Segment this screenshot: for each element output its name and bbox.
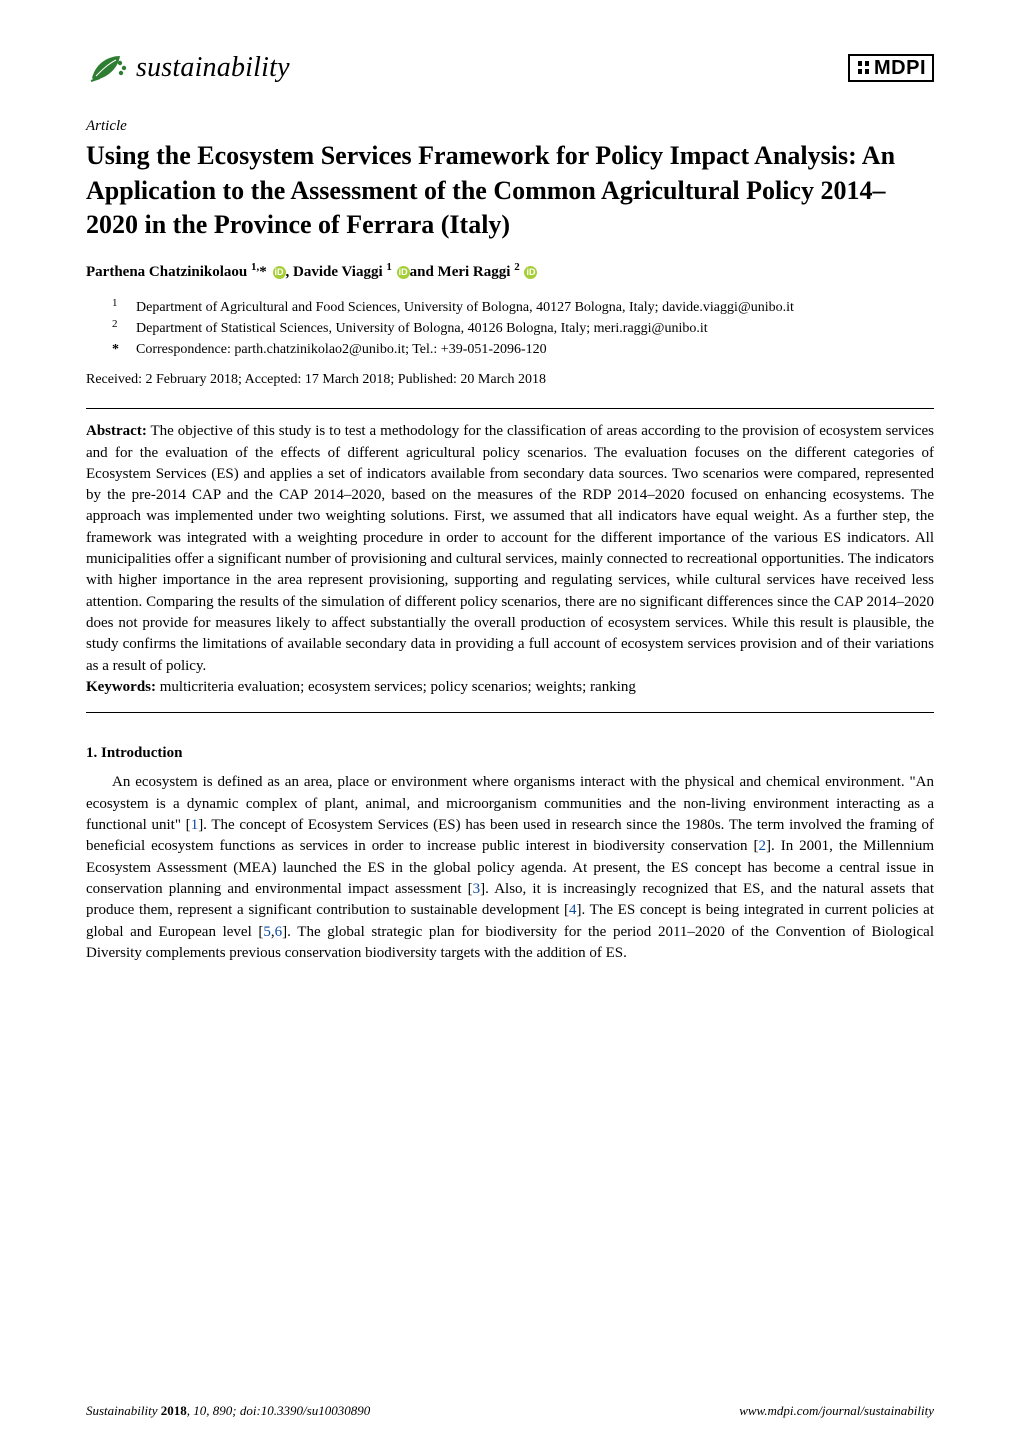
affiliation-row: 1 Department of Agricultural and Food Sc… (112, 298, 934, 318)
footer-left: Sustainability 2018, 10, 890; doi:10.339… (86, 1402, 370, 1420)
article-type: Article (86, 116, 934, 137)
publisher-name: MDPI (874, 58, 926, 78)
journal-logo: sustainability (86, 48, 290, 88)
footer-right: www.mdpi.com/journal/sustainability (739, 1402, 934, 1420)
abstract-box: Abstract: The objective of this study is… (86, 408, 934, 713)
author-3: and Meri Raggi (410, 264, 515, 280)
orcid-icon[interactable]: iD (397, 266, 410, 279)
page-footer: Sustainability 2018, 10, 890; doi:10.339… (86, 1402, 934, 1420)
correspondence-star: * (112, 340, 124, 360)
affiliation-num: 1 (112, 296, 124, 316)
affiliations: 1 Department of Agricultural and Food Sc… (112, 298, 934, 361)
article-title: Using the Ecosystem Services Framework f… (86, 139, 934, 242)
abstract-paragraph: Abstract: The objective of this study is… (86, 421, 934, 677)
footer-citation: , 10, 890; doi:10.3390/su10030890 (187, 1403, 370, 1418)
author-2: , Davide Viaggi (286, 264, 387, 280)
ref-link[interactable]: 2 (758, 838, 766, 854)
author-1-corr: * (259, 264, 270, 280)
section-heading: 1. Introduction (86, 743, 934, 764)
affiliation-row: 2 Department of Statistical Sciences, Un… (112, 319, 934, 339)
journal-name: sustainability (136, 48, 290, 88)
author-1: Parthena Chatzinikolaou (86, 264, 251, 280)
ref-link[interactable]: 5 (263, 924, 271, 940)
orcid-icon[interactable]: iD (273, 266, 286, 279)
affiliation-text: Department of Agricultural and Food Scie… (136, 298, 794, 318)
abstract-label: Abstract: (86, 423, 147, 439)
publisher-logo: MDPI (848, 54, 934, 82)
article-dates: Received: 2 February 2018; Accepted: 17 … (86, 370, 934, 390)
correspondence-row: * Correspondence: parth.chatzinikolao2@u… (112, 340, 934, 360)
authors-line: Parthena Chatzinikolaou 1,* iD, Davide V… (86, 260, 934, 283)
top-bar: sustainability MDPI (86, 48, 934, 88)
keywords-paragraph: Keywords: multicriteria evaluation; ecos… (86, 677, 934, 698)
author-2-affil: 1 (386, 261, 394, 273)
abstract-text: The objective of this study is to test a… (86, 423, 934, 673)
ref-link[interactable]: 4 (569, 902, 577, 918)
footer-url[interactable]: www.mdpi.com/journal/sustainability (739, 1403, 934, 1418)
footer-journal: Sustainability (86, 1403, 161, 1418)
keywords-text: multicriteria evaluation; ecosystem serv… (156, 679, 636, 695)
affiliation-num: 2 (112, 317, 124, 337)
correspondence-text: Correspondence: parth.chatzinikolao2@uni… (136, 340, 547, 360)
affiliation-text: Department of Statistical Sciences, Univ… (136, 319, 708, 339)
author-3-affil: 2 (514, 261, 522, 273)
body-paragraph: An ecosystem is defined as an area, plac… (86, 772, 934, 964)
mdpi-icon (856, 59, 872, 77)
footer-year: 2018 (161, 1403, 187, 1418)
orcid-icon[interactable]: iD (524, 266, 537, 279)
keywords-label: Keywords: (86, 679, 156, 695)
leaf-icon (86, 48, 130, 88)
